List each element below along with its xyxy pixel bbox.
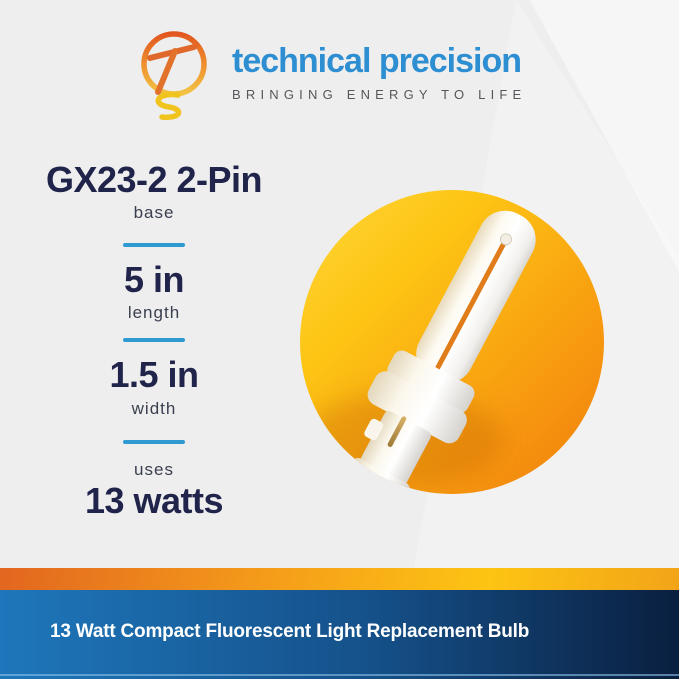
divider (123, 338, 185, 343)
brand-text: technical precision BRINGING ENERGY TO L… (232, 42, 527, 102)
spec-base-label: base (133, 203, 175, 223)
spec-watts-value: 13 watts (84, 479, 224, 521)
brand-name: technical precision (232, 42, 522, 80)
brand-logo: technical precision BRINGING ENERGY TO L… (118, 22, 526, 124)
bottom-banner: 13 Watt Compact Fluorescent Light Replac… (0, 590, 679, 679)
product-photo-circle (300, 190, 604, 494)
lightbulb-logo-icon (141, 31, 207, 120)
spec-watts-label: uses (134, 460, 174, 480)
banner-hairline (0, 674, 679, 676)
spec-length-value: 5 in (123, 258, 185, 300)
spec-width-value: 1.5 in (109, 354, 199, 396)
divider (123, 440, 185, 445)
brand-tagline: BRINGING ENERGY TO LIFE (232, 86, 527, 102)
divider (123, 242, 185, 247)
banner-title: 13 Watt Compact Fluorescent Light Replac… (50, 620, 530, 642)
spec-base-value: GX23-2 2-Pin (45, 159, 263, 200)
spec-width-label: width (131, 398, 177, 418)
accent-strip (0, 568, 679, 590)
cfl-bulb-photo (304, 210, 536, 494)
spec-length-label: length (127, 303, 181, 323)
spec-list: GX23-2 2-Pin base 5 in length 1.5 in wid… (18, 159, 290, 521)
